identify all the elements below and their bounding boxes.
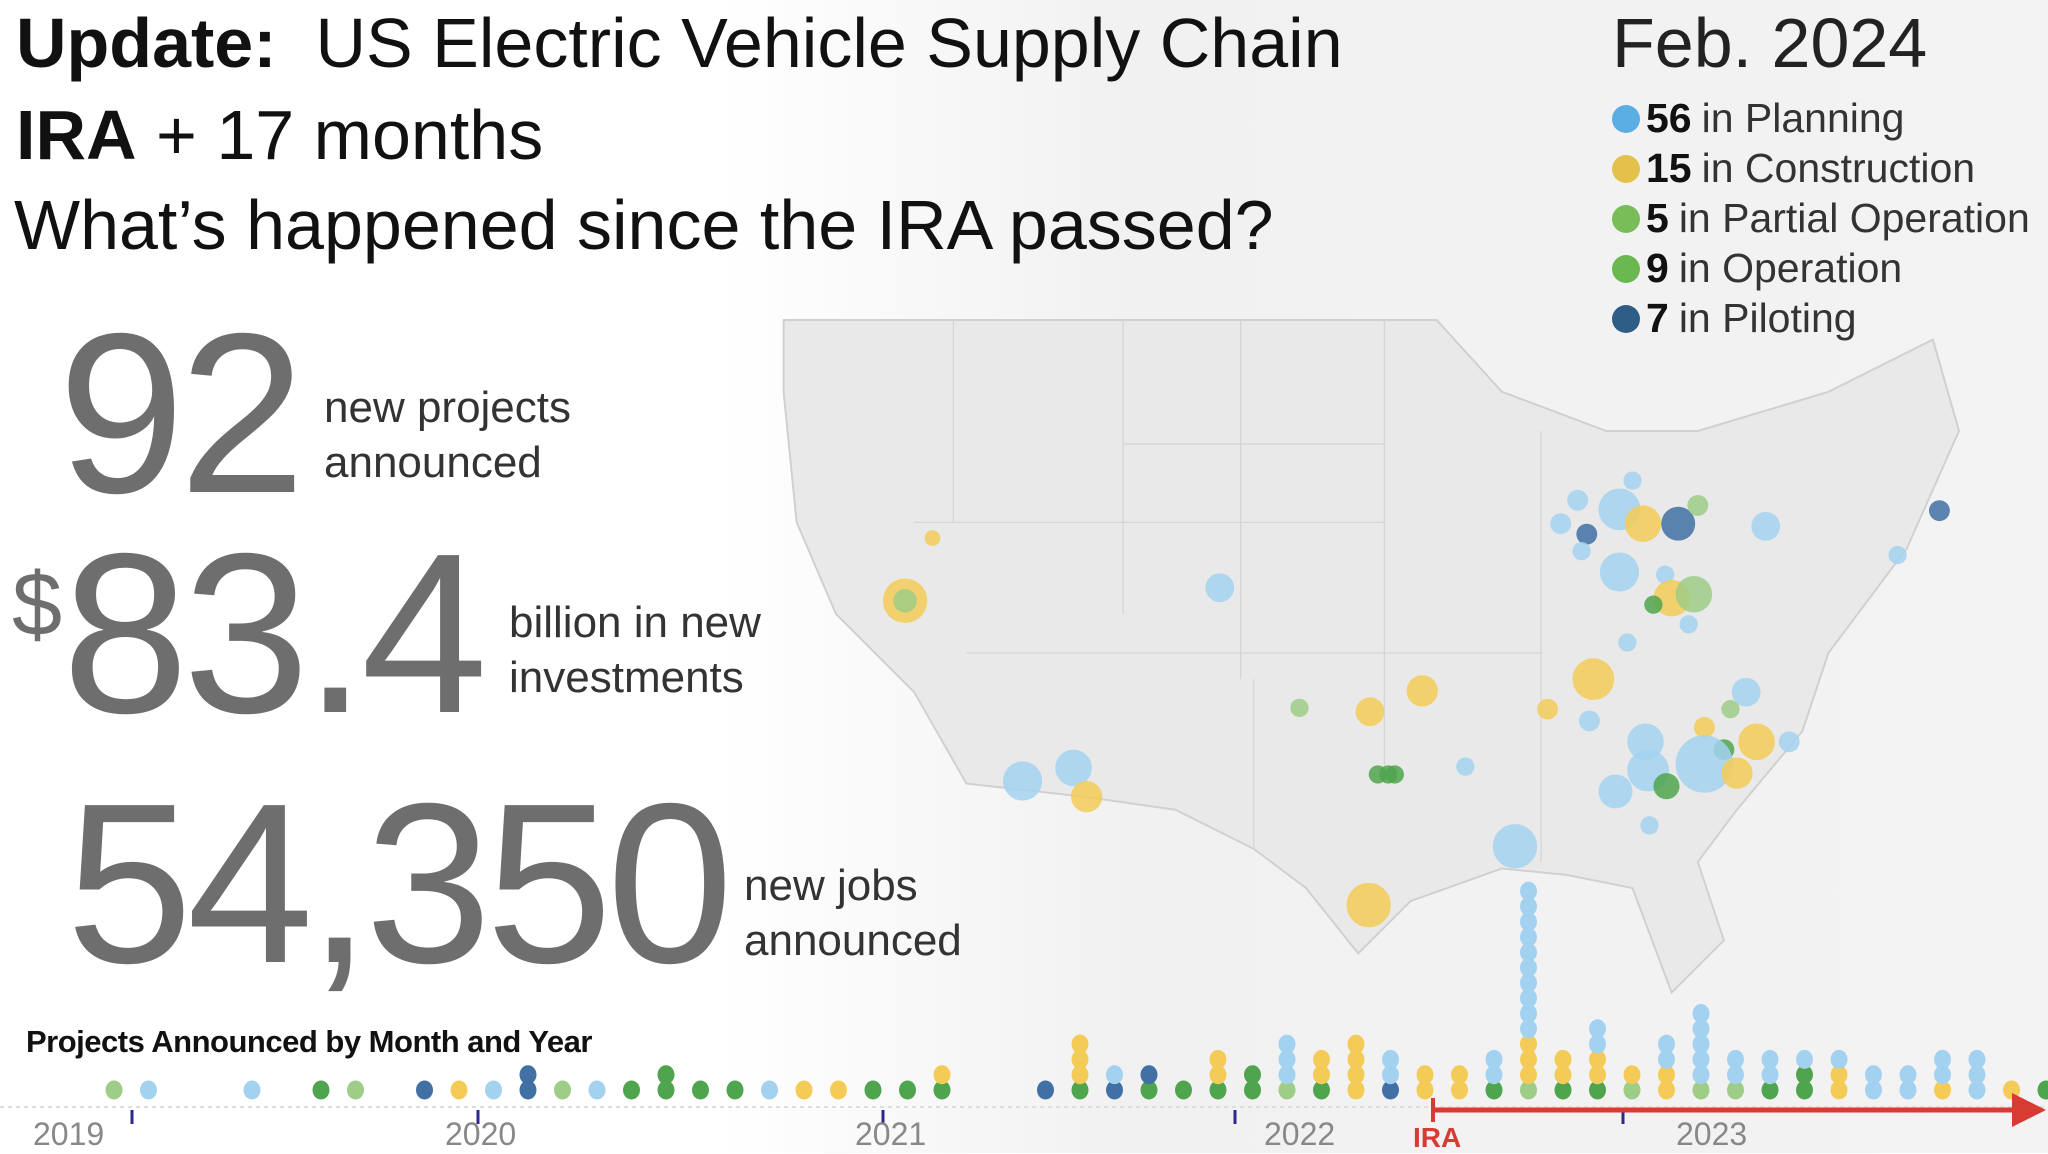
timeline-dot-C — [1210, 1050, 1227, 1069]
timeline-dot-P — [761, 1081, 778, 1100]
ira-marker-label: IRA — [1413, 1122, 1461, 1154]
timeline-dot-C — [1313, 1050, 1330, 1069]
timeline-dot-C — [1348, 1035, 1365, 1054]
timeline-dot-C — [934, 1065, 951, 1084]
timeline-dot-C — [1624, 1065, 1641, 1084]
timeline-dot-P — [1969, 1050, 1986, 1069]
timeline-dot-Pi — [1141, 1065, 1158, 1084]
timeline-dot-P — [589, 1081, 606, 1100]
timeline-dot-O — [1175, 1081, 1192, 1100]
timeline-dot-O — [313, 1081, 330, 1100]
timeline-dot-PO — [347, 1081, 364, 1100]
timeline-dot-C — [1417, 1065, 1434, 1084]
timeline-dot-C — [451, 1081, 468, 1100]
timeline-dot-C — [1555, 1050, 1572, 1069]
timeline-dot-P — [1279, 1035, 1296, 1054]
timeline-dot-O — [1244, 1065, 1261, 1084]
timeline-dot-P — [1106, 1065, 1123, 1084]
year-label-2022: 2022 — [1264, 1116, 1335, 1153]
timeline-dot-P — [1520, 882, 1537, 901]
year-label-2021: 2021 — [855, 1116, 926, 1153]
timeline-dot-Pi — [416, 1081, 433, 1100]
timeline-dot-O — [2038, 1081, 2048, 1100]
timeline-dot-P — [1865, 1065, 1882, 1084]
timeline-dot-PO — [554, 1081, 571, 1100]
timeline-dot-P — [1589, 1019, 1606, 1038]
timeline-dot-P — [1934, 1050, 1951, 1069]
timeline-dot-O — [658, 1065, 675, 1084]
timeline-dot-P — [1382, 1050, 1399, 1069]
timeline-dot-P — [1900, 1065, 1917, 1084]
timeline-dot-P — [1762, 1050, 1779, 1069]
timeline-dot-O — [865, 1081, 882, 1100]
year-label-2023: 2023 — [1676, 1116, 1747, 1153]
timeline-dot-C — [830, 1081, 847, 1100]
arrow-head-icon — [2012, 1093, 2046, 1127]
timeline-dot-P — [1486, 1050, 1503, 1069]
timeline-dot-P — [244, 1081, 261, 1100]
timeline-dot-P — [1796, 1050, 1813, 1069]
timeline-dot-P — [1831, 1050, 1848, 1069]
timeline-dot-P — [485, 1081, 502, 1100]
year-label-2020: 2020 — [445, 1116, 516, 1153]
timeline-dot-O — [623, 1081, 640, 1100]
timeline-dot-P — [140, 1081, 157, 1100]
timeline-dot-PO — [106, 1081, 123, 1100]
timeline-dot-P — [1693, 1004, 1710, 1023]
timeline-dot-P — [1658, 1035, 1675, 1054]
timeline-dot-C — [1451, 1065, 1468, 1084]
timeline-dot-C — [1072, 1035, 1089, 1054]
timeline-dot-P — [1727, 1050, 1744, 1069]
timeline-dot-O — [692, 1081, 709, 1100]
timeline-dot-Pi — [1037, 1081, 1054, 1100]
timeline-dot-O — [727, 1081, 744, 1100]
year-label-2019: 2019 — [33, 1116, 104, 1153]
timeline-dot-C — [796, 1081, 813, 1100]
timeline-dot-Pi — [520, 1065, 537, 1084]
timeline-dot-O — [899, 1081, 916, 1100]
